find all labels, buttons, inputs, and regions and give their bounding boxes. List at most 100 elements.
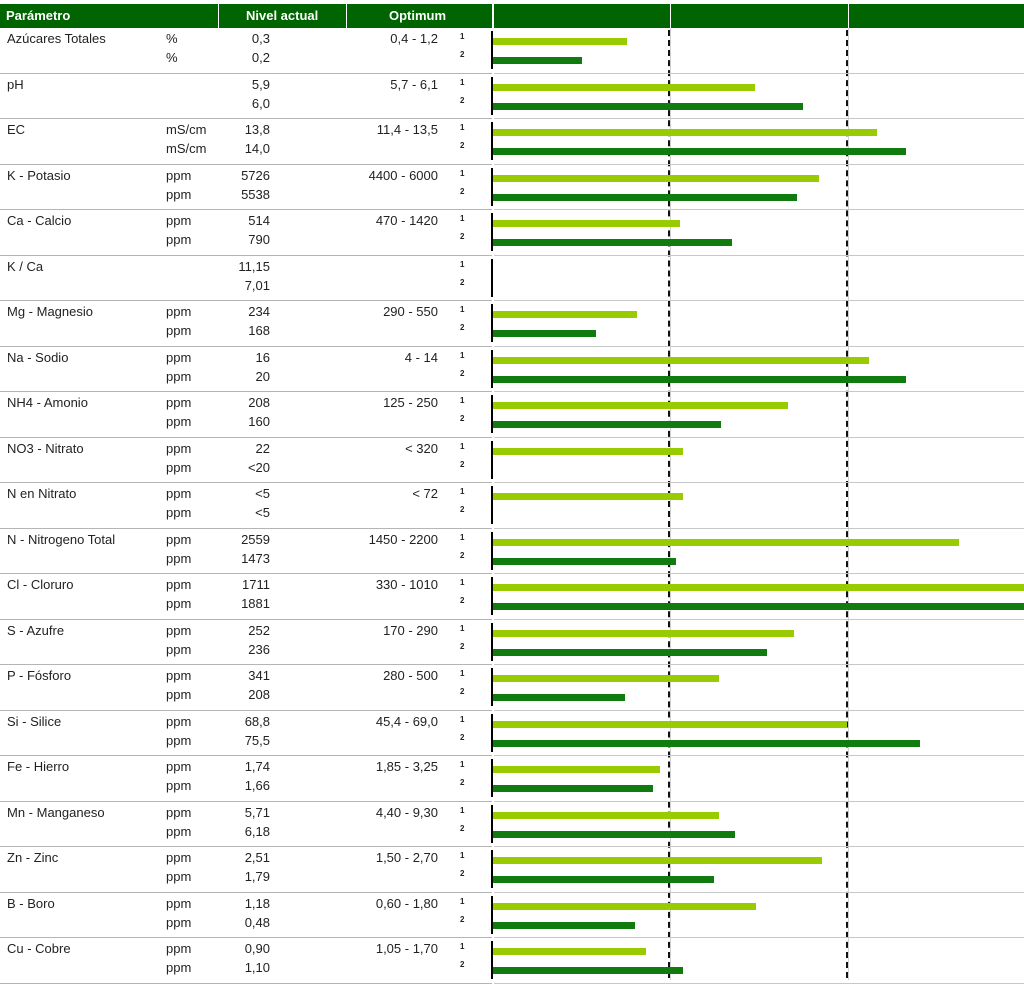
- bar-sample-1: [493, 675, 720, 682]
- sample-index-1: 1: [460, 487, 465, 496]
- row-divider: [0, 618, 492, 620]
- bar-sample-1: [493, 38, 627, 45]
- header-parameter: Parámetro: [6, 8, 71, 23]
- chart-header: [494, 4, 1024, 28]
- optimum-range: 1450 - 2200: [368, 531, 438, 547]
- optimum-range: 0,4 - 1,2: [390, 31, 438, 46]
- row-divider: [494, 982, 1024, 984]
- sample-index-1: 1: [460, 32, 465, 41]
- value-sample-2: 6,18: [244, 823, 270, 839]
- row-divider: [0, 72, 492, 74]
- chart-axis: [491, 895, 493, 934]
- value-sample-2: 0,48: [244, 914, 270, 930]
- bar-sample-1: [493, 402, 789, 409]
- unit-sample-1: mS/cm: [166, 122, 207, 137]
- sample-index-1: 1: [460, 123, 465, 132]
- bar-sample-2: [493, 921, 636, 929]
- bar-sample-1: [493, 538, 960, 546]
- table-row: Mg - Magnesio ppm ppm 234 168 290 - 550 1 2: [0, 301, 1024, 347]
- row-divider: [0, 573, 492, 574]
- value-sample-1: 22: [255, 440, 270, 456]
- table-row: Zn - Zinc ppm ppm 2,51 1,79 1,50 - 2,70 1 2: [0, 847, 1024, 893]
- sample-index-2: 2: [460, 914, 465, 924]
- unit-sample-2: ppm: [166, 505, 192, 520]
- unit-sample-1: ppm: [166, 850, 192, 865]
- parameter-name: N en Nitrato: [7, 486, 77, 501]
- value-sample-2: 1,79: [244, 869, 270, 884]
- table-row: N - Nitrogeno Total ppm ppm 2559 1473 1450 - …: [0, 529, 1024, 574]
- sample-index-2: 2: [460, 323, 465, 332]
- unit-sample-1: ppm: [166, 941, 192, 956]
- row-divider: [0, 300, 492, 301]
- value-sample-2: <5: [255, 505, 270, 520]
- bar-sample-2: [493, 330, 597, 337]
- sample-index-1: 1: [460, 623, 465, 633]
- sample-index-2: 2: [460, 186, 465, 196]
- chart-axis: [491, 486, 493, 524]
- unit-sample-2: ppm: [166, 459, 192, 475]
- unit-sample-1: ppm: [166, 759, 192, 774]
- sample-index-2: 2: [460, 596, 465, 605]
- chart-axis: [491, 668, 493, 706]
- sample-index-2: 2: [460, 732, 465, 742]
- bar-sample-2: [493, 375, 906, 383]
- chart-axis: [491, 349, 493, 388]
- chart-axis: [491, 76, 493, 115]
- table-header: Parámetro Nivel actual Optimum: [0, 4, 492, 28]
- parameter-name: P - Fósforo: [7, 668, 72, 683]
- unit-sample-2: ppm: [166, 550, 192, 566]
- table-row: K - Potasio ppm ppm 5726 5538 4400 - 6000 1 2: [0, 165, 1024, 210]
- sample-index-1: 1: [460, 305, 465, 314]
- bar-sample-1: [493, 902, 757, 910]
- unit-sample-2: ppm: [166, 778, 192, 793]
- bar-sample-2: [493, 421, 721, 428]
- optimum-max-line: [846, 30, 848, 978]
- table-row: Ca - Calcio ppm ppm 514 790 470 - 1420 1 2: [0, 210, 1024, 256]
- sample-index-1: 1: [460, 896, 465, 906]
- bar-sample-2: [493, 785, 654, 792]
- optimum-range: 4,40 - 9,30: [375, 804, 438, 820]
- sample-index-1: 1: [460, 942, 465, 951]
- row-divider: [0, 709, 492, 711]
- value-sample-2: 1,66: [244, 778, 270, 793]
- value-sample-1: 11,15: [238, 258, 270, 274]
- header-divider: [670, 4, 671, 28]
- value-sample-2: 75,5: [244, 732, 270, 748]
- sample-index-2: 2: [460, 459, 465, 469]
- row-divider: [494, 664, 1024, 665]
- bar-sample-1: [493, 220, 680, 227]
- value-sample-1: 234: [248, 304, 270, 319]
- optimum-range: 470 - 1420: [375, 213, 438, 228]
- optimum-range: 290 - 550: [383, 304, 438, 319]
- sample-index-2: 2: [460, 95, 465, 105]
- unit-sample-1: ppm: [166, 622, 192, 638]
- unit-sample-2: ppm: [166, 914, 192, 930]
- chart-axis: [491, 622, 493, 661]
- parameter-name: Na - Sodio: [7, 349, 69, 365]
- sample-index-1: 1: [460, 214, 465, 223]
- table-row: Mn - Manganeso ppm ppm 5,71 6,18 4,40 - 9,30 1…: [0, 802, 1024, 847]
- unit-sample-2: ppm: [166, 869, 192, 884]
- optimum-range: 0,60 - 1,80: [375, 895, 438, 911]
- row-divider: [494, 72, 1024, 74]
- value-sample-1: 2,51: [244, 850, 270, 865]
- sample-index-2: 2: [460, 414, 465, 423]
- table-row: Azúcares Totales%% 0,3 0,2 0,4 - 1,2 1 2: [0, 28, 1024, 74]
- row-divider: [494, 618, 1024, 620]
- unit-sample-1: ppm: [166, 895, 192, 911]
- table-row: pH 5,9 6,0 5,7 - 6,1 1 2: [0, 74, 1024, 119]
- bar-sample-1: [493, 356, 869, 364]
- sample-index-1: 1: [460, 532, 465, 542]
- row-divider: [494, 163, 1024, 165]
- value-sample-1: 208: [248, 395, 270, 410]
- value-sample-1: 5726: [241, 167, 270, 183]
- chart-axis: [491, 577, 493, 615]
- value-sample-1: 0,3: [251, 31, 270, 46]
- unit-sample-2: ppm: [166, 732, 192, 748]
- unit-sample-1: ppm: [166, 804, 192, 820]
- sample-index-1: 1: [460, 578, 465, 587]
- parameter-name: pH: [7, 76, 24, 92]
- value-sample-2: 1,10: [244, 960, 270, 975]
- row-divider: [0, 482, 492, 483]
- value-sample-1: 5,71: [244, 804, 270, 820]
